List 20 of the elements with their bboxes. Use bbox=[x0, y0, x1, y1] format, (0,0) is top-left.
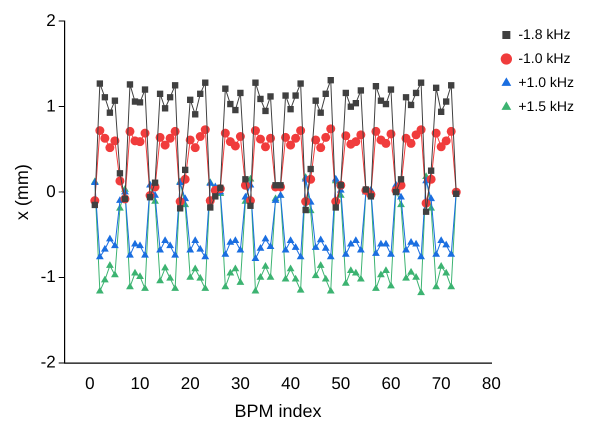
x-tick-label: 50 bbox=[331, 374, 350, 393]
y-tick-label: -1 bbox=[40, 267, 56, 286]
x-tick-label: 80 bbox=[482, 374, 501, 393]
y-tick-label: 2 bbox=[46, 10, 56, 30]
legend-label: -1.8 kHz bbox=[518, 26, 570, 42]
x-tick-label: 30 bbox=[230, 374, 250, 393]
legend-label: +1.0 kHz bbox=[518, 74, 574, 90]
y-tick-label: 1 bbox=[46, 96, 56, 116]
y-tick-label: -2 bbox=[40, 352, 56, 372]
legend-label: +1.5 kHz bbox=[518, 98, 574, 114]
y-tick-label: 0 bbox=[46, 182, 56, 201]
y-axis-title: x (mm) bbox=[12, 164, 32, 220]
x-tick-label: 0 bbox=[85, 374, 95, 393]
legend-label: -1.0 kHz bbox=[518, 50, 570, 66]
x-tick-label: 60 bbox=[382, 374, 400, 393]
x-tick-label: 40 bbox=[281, 374, 300, 393]
x-tick-label: 10 bbox=[130, 374, 150, 393]
x-tick-label: 70 bbox=[432, 374, 451, 393]
x-axis-title: BPM index bbox=[234, 401, 322, 422]
x-tick-label: 20 bbox=[180, 374, 200, 393]
